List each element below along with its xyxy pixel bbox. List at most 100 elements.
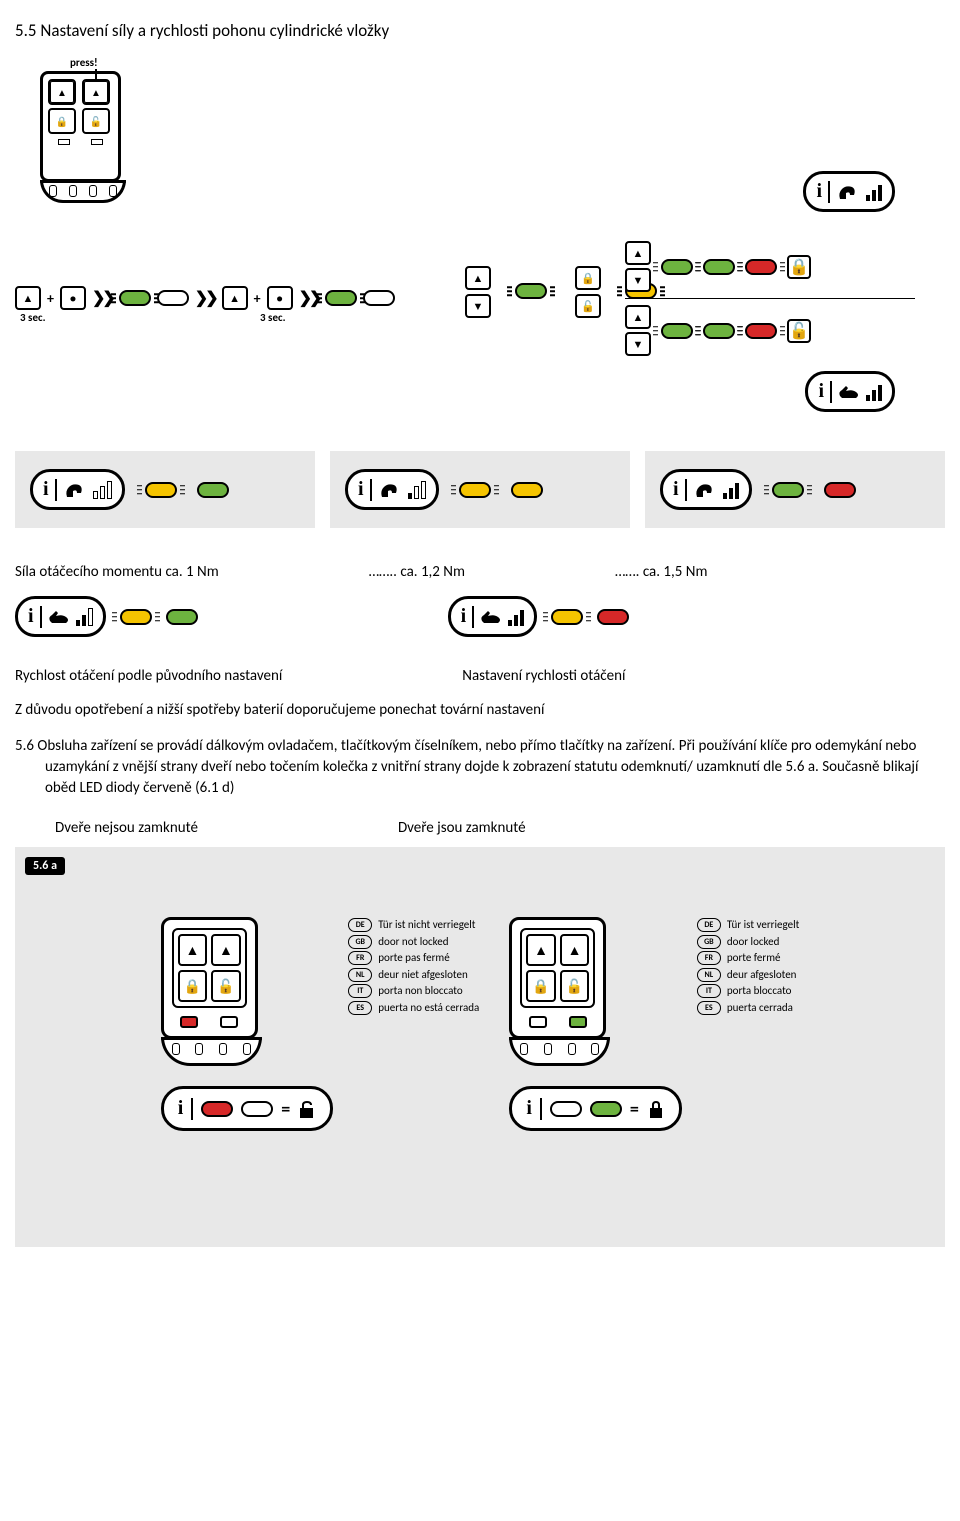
led-red: [180, 1016, 198, 1028]
info-icon: i: [43, 478, 49, 501]
lang-text: puerta cerrada: [727, 1000, 793, 1017]
door-locked-label: Dveře jsou zamknuté: [398, 819, 526, 837]
torque-labels: Síla otáčecího momentu ca. 1 Nm …….. ca.…: [15, 563, 945, 581]
arm-icon: [63, 479, 87, 501]
lang-code: GB: [348, 935, 372, 949]
lang-row: ES puerta no está cerrada: [348, 1000, 479, 1017]
lang-text: door not locked: [378, 934, 448, 951]
lang-text: puerta no está cerrada: [378, 1000, 479, 1017]
legend-row-1: i i i: [15, 451, 945, 538]
lang-row: ESpuerta cerrada: [697, 1000, 799, 1017]
lang-code: FR: [348, 951, 372, 965]
btn-lock: 🔒: [178, 970, 208, 1002]
remote-btn-lock: 🔒: [48, 108, 76, 134]
lock-open-icon: 🔓: [787, 319, 811, 343]
remote-led: [58, 139, 70, 145]
remote-btn-up: ▲: [48, 79, 76, 105]
lang-text: door locked: [727, 934, 780, 951]
base-slot: [89, 185, 97, 197]
lock-column: 🔒 🔓: [575, 266, 601, 318]
lang-row: DE Tür ist nicht verriegelt: [348, 917, 479, 934]
lang-row: DETür ist verriegelt: [697, 917, 799, 934]
led-green: [661, 323, 693, 339]
equals-icon: =: [630, 1098, 639, 1120]
info-icon: i: [816, 180, 822, 203]
plus-icon: +: [254, 290, 261, 307]
key-down: ▼: [465, 294, 491, 318]
arm-icon: [378, 479, 402, 501]
torque-12: …….. ca. 1,2 Nm: [369, 563, 465, 581]
lang-text: Tür ist nicht verriegelt: [378, 917, 475, 934]
led-green: [569, 1016, 587, 1028]
led-green: [661, 259, 693, 275]
arm-icon: [693, 479, 717, 501]
torque-1: Síla otáčecího momentu ca. 1 Nm: [15, 563, 219, 581]
key-down: ▼: [625, 268, 651, 292]
key-unlock: 🔓: [575, 294, 601, 318]
lock-closed-icon: 🔒: [787, 255, 811, 279]
speed-h2: Nastavení rychlosti otáčení: [462, 667, 625, 685]
lang-code: IT: [348, 984, 372, 998]
btn-up: ▲: [211, 934, 241, 966]
lang-text: deur niet afgesloten: [378, 967, 468, 984]
lang-row: ITporta bloccato: [697, 983, 799, 1000]
lang-code: NL: [697, 968, 721, 982]
rabbit-icon: [838, 384, 860, 400]
led-yellow: [551, 609, 583, 625]
lang-text: Tür ist verriegelt: [727, 917, 799, 934]
lang-code: ES: [348, 1001, 372, 1015]
led-red: [201, 1101, 233, 1117]
legend-badge-1: i: [30, 469, 125, 510]
led-green: [119, 290, 151, 306]
bars-icon: [408, 481, 426, 499]
arm-icon: [836, 181, 860, 203]
lang-code: IT: [697, 984, 721, 998]
key-up: ▲: [15, 286, 41, 310]
lang-code: DE: [348, 918, 372, 932]
btn-lock: 🔒: [526, 970, 556, 1002]
btn-unlock: 🔓: [560, 970, 590, 1002]
lang-row: GB door not locked: [348, 934, 479, 951]
chevron-icon: ❯❯: [299, 288, 320, 308]
lang-row: FRporte pas fermé: [348, 950, 479, 967]
equals-icon: =: [281, 1098, 290, 1120]
remote-btn-unlock: 🔓: [82, 108, 110, 134]
key-down: ▼: [625, 332, 651, 356]
lang-code: NL: [348, 968, 372, 982]
speed-legend-row: i i: [15, 596, 945, 637]
bars-icon: [866, 183, 882, 201]
led-off: [241, 1101, 273, 1117]
base-slot: [69, 185, 77, 197]
up-down-column: ▲ ▼: [465, 266, 491, 318]
base-slot: [49, 185, 57, 197]
remote-locked: ▲ ▲ 🔒 🔓: [509, 917, 609, 1066]
info-badge-strength: i: [803, 171, 895, 212]
lang-text: porte fermé: [727, 950, 781, 967]
speed-headings: Rychlost otáčení podle původního nastave…: [15, 667, 945, 685]
rabbit-icon: [480, 609, 502, 625]
key-up: ▲: [465, 266, 491, 290]
lang-text: porta non bloccato: [378, 983, 462, 1000]
lang-row: FRporte fermé: [697, 950, 799, 967]
locked-translations: DETür ist verriegeltGBdoor lockedFRporte…: [697, 917, 799, 1016]
led-yellow: [511, 482, 543, 498]
button-sequence: ▲ + ● ❯❯ ❯❯ ▲ + ● ❯❯: [15, 286, 395, 310]
led-green: [590, 1101, 622, 1117]
legend-badge-3: i: [660, 469, 752, 510]
section-5-5-title: 5.5 Nastavení síly a rychlosti pohonu cy…: [15, 20, 945, 41]
info-icon: i: [526, 1097, 532, 1120]
door-unlocked-label: Dveře nejsou zamknuté: [55, 819, 198, 837]
key-dot: ●: [60, 286, 86, 310]
speed-h1: Rychlost otáčení podle původního nastave…: [15, 667, 282, 685]
led-off: [529, 1016, 547, 1028]
key-up: ▲: [222, 286, 248, 310]
settings-panel: ▲ ▼ 🔒 ▲ ▼ 🔓: [625, 241, 915, 362]
speed-badge-2: i: [448, 596, 538, 637]
door-state-labels: Dveře nejsou zamknuté Dveře jsou zamknut…: [55, 819, 945, 837]
led-green: [703, 323, 735, 339]
btn-up: ▲: [560, 934, 590, 966]
figure-tag: 5.6 a: [25, 857, 65, 875]
led-yellow: [459, 482, 491, 498]
time-label-2: 3 sec.: [260, 311, 286, 324]
torque-15: ……. ca. 1,5 Nm: [615, 563, 707, 581]
